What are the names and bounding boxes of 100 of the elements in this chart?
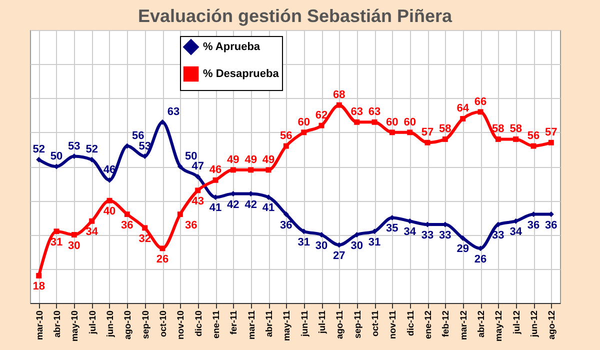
data-label: 30 [315,240,328,252]
data-label: 42 [227,198,240,211]
point [283,212,289,218]
point [460,116,466,122]
data-label: 52 [86,144,98,156]
data-label: 30 [350,240,363,252]
x-tick-label: may-12 [494,310,504,342]
data-label: 26 [474,253,487,266]
data-label: 31 [368,236,381,248]
point [177,212,183,218]
data-label: 36 [280,219,292,232]
data-label: 57 [421,126,434,139]
chart-title: Evaluación gestión Sebastián Piñera [138,6,454,26]
point [106,198,112,204]
point [89,218,95,224]
x-tick-label: sep-11 [352,310,362,339]
point [460,235,466,241]
data-label: 36 [545,219,558,232]
data-label: 40 [103,206,116,218]
x-tick-label: ene-12 [423,310,433,340]
point [124,212,130,218]
data-label: 58 [439,123,452,136]
x-tick-label: oct-11 [370,310,380,337]
x-tick-label: dic-11 [405,310,416,336]
data-label: 68 [333,89,346,102]
point [318,122,324,128]
point [442,136,448,142]
legend-label: % Desaprueba [203,68,280,80]
point [283,143,289,149]
data-label: 46 [209,164,222,176]
data-label: 31 [50,236,63,248]
data-label: 60 [404,116,416,128]
data-label: 33 [439,230,452,242]
data-label: 50 [185,150,198,162]
data-label: 57 [545,126,558,139]
x-tick-label: jun-10 [105,310,115,338]
x-tick-label: mar-10 [34,310,44,340]
data-label: 35 [386,222,398,235]
point [71,232,77,238]
data-label: 42 [244,198,257,211]
data-label: 63 [368,106,381,118]
point [478,109,484,115]
point [54,228,60,234]
x-tick-label: ago-11 [334,310,345,340]
data-label: 41 [262,202,275,214]
data-label: 60 [386,116,398,128]
point [424,140,430,146]
data-label: 66 [474,96,487,108]
data-label: 30 [68,240,80,252]
data-label: 49 [262,154,275,166]
data-label: 58 [510,123,522,136]
data-label: 41 [209,202,222,214]
data-label: 27 [333,250,346,262]
data-label: 64 [456,102,470,115]
point [212,177,218,183]
x-tick-label: abr-12 [476,310,486,338]
point [354,119,360,125]
data-label: 43 [192,195,204,208]
point [336,102,342,108]
point [372,119,378,125]
data-label: 56 [132,130,144,142]
data-label: 53 [68,140,80,152]
data-label: 18 [32,280,45,293]
data-label: 36 [527,219,540,232]
x-tick-label: feb-12 [440,310,451,338]
x-tick-label: ago-10 [122,310,133,340]
data-label: 33 [421,230,434,242]
x-tick-label: jun-12 [529,310,539,338]
data-label: 56 [280,130,292,142]
x-tick-label: may-10 [70,310,80,342]
x-tick-label: may-11 [282,310,292,342]
x-tick-label: abr-11 [264,310,274,338]
point [548,140,554,146]
x-tick-label: nov-10 [176,310,186,340]
data-label: 36 [185,219,198,232]
x-tick-label: fer-11 [228,310,239,335]
data-label: 36 [121,219,134,232]
data-label: 60 [298,116,310,128]
point [495,136,501,142]
data-label: 26 [156,253,169,266]
point [530,143,536,149]
x-tick-label: nov-11 [388,310,398,340]
data-label: 62 [315,110,328,122]
data-label: 58 [492,123,504,136]
point [142,225,148,231]
x-tick-label: abr-10 [52,310,62,338]
x-tick-label: sep-10 [140,310,150,340]
point [160,246,166,252]
x-tick-label: ago-12 [546,310,557,340]
point [513,136,519,142]
point [177,164,183,170]
x-tick-label: dic-10 [193,310,204,337]
legend-label: % Aprueba [203,41,261,53]
point [36,272,42,278]
data-label: 63 [167,106,180,118]
data-label: 33 [492,230,504,242]
x-tick-label: jun-11 [299,310,310,338]
data-label: 29 [456,243,469,256]
x-tick-label: mar-12 [458,310,468,340]
point [195,174,201,180]
